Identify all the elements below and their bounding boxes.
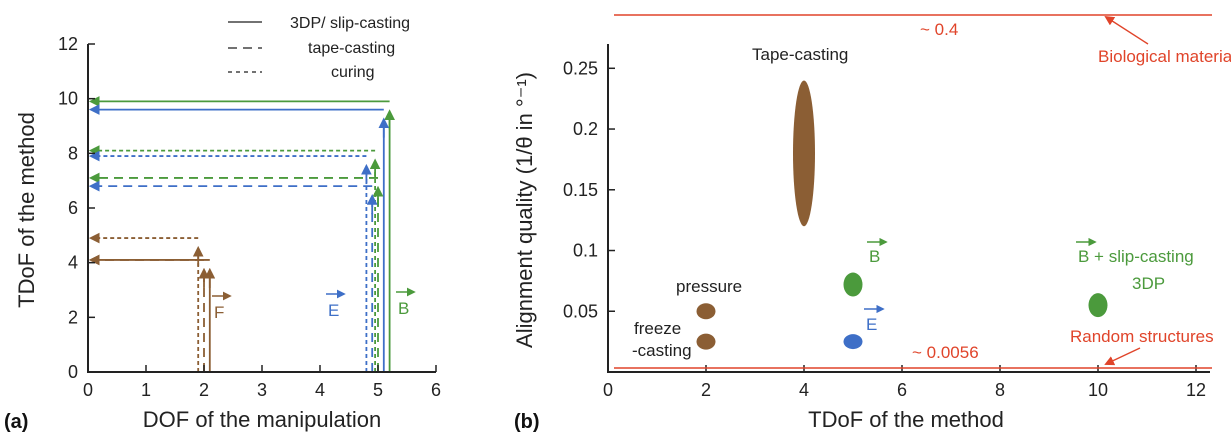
x-tick-label: 0 (603, 380, 613, 400)
x-tick-label: 0 (83, 380, 93, 400)
reference-line-biological: ~ 0.4 Biological materials (614, 14, 1231, 66)
point-label-b-slip-line-1: B + slip-casting (1078, 247, 1194, 266)
point-label-b-slip: B + slip-casting 3DP (1076, 237, 1194, 293)
y-tick-label: 6 (68, 198, 78, 218)
point-tape-casting (793, 80, 815, 227)
point-b-slip-casting (1088, 293, 1108, 318)
point-b (843, 272, 863, 297)
point-label-pressure: pressure (676, 277, 742, 296)
field-label-f-text: F (214, 303, 224, 322)
y-tick-label: 0.25 (563, 58, 598, 78)
panel-a-tag: (a) (4, 411, 28, 433)
point-freeze-casting (696, 333, 716, 350)
x-tick-label: 8 (995, 380, 1005, 400)
y-tick-label: 8 (68, 143, 78, 163)
y-tick-label: 0.2 (573, 119, 598, 139)
y-tick-label: 4 (68, 253, 78, 273)
point-label-tape-casting: Tape-casting (752, 45, 848, 64)
panel-a-legend: 3DP/ slip-casting tape-casting curing (228, 15, 410, 81)
x-tick-label: 4 (315, 380, 325, 400)
x-tick-label: 10 (1088, 380, 1108, 400)
x-tick-label: 1 (141, 380, 151, 400)
y-tick-label: 0 (68, 362, 78, 382)
reference-line-random: ~ 0.0056 Random structures (614, 327, 1214, 369)
y-tick-label: 12 (58, 34, 78, 54)
reference-line-random-name: Random structures (1070, 327, 1214, 346)
panel-b-tag: (b) (514, 411, 540, 433)
y-tick-label: 0.1 (573, 241, 598, 261)
point-label-b-slip-line-2: 3DP (1132, 274, 1165, 293)
point-label-freeze-line-1: freeze (634, 319, 681, 338)
y-tick-label: 0.15 (563, 180, 598, 200)
legend-label-dashed: tape-casting (308, 40, 395, 57)
field-label-b-text: B (398, 299, 409, 318)
panel-b-points (696, 80, 1108, 350)
x-tick-label: 5 (373, 380, 383, 400)
panel-b-x-axis-label: TDoF of the method (808, 407, 1004, 432)
legend-label-dotted: curing (331, 64, 375, 81)
panel-b-x-ticks: 0 2 4 6 8 10 12 (603, 365, 1206, 400)
x-tick-label: 2 (199, 380, 209, 400)
panel-a-x-ticks: 0 1 2 3 4 5 6 (83, 365, 441, 400)
panel-b-y-axis-label: Alignment quality (1/θ in °⁻¹) (512, 72, 537, 348)
panel-b-y-ticks: 0.05 0.1 0.15 0.2 0.25 (563, 58, 615, 321)
field-label-e-text: E (328, 301, 339, 320)
legend-label-solid: 3DP/ slip-casting (290, 15, 410, 32)
x-tick-label: 4 (799, 380, 809, 400)
panel-b-axes (607, 44, 1210, 373)
panel-a-y-ticks: 0 2 4 6 8 10 12 (58, 34, 95, 382)
field-label-e: E (326, 289, 346, 320)
x-tick-label: 12 (1186, 380, 1206, 400)
x-tick-label: 6 (431, 380, 441, 400)
reference-line-biological-arrow (1104, 15, 1149, 45)
point-label-freeze: freeze -casting (632, 319, 692, 360)
field-label-f: F (212, 291, 232, 322)
x-tick-label: 3 (257, 380, 267, 400)
point-label-e-text: E (866, 315, 877, 334)
field-label-b: B (396, 287, 416, 318)
y-tick-label: 0.05 (563, 301, 598, 321)
x-tick-label: 6 (897, 380, 907, 400)
point-pressure (696, 303, 716, 320)
reference-line-biological-name: Biological materials (1098, 47, 1231, 66)
point-label-b-text: B (869, 247, 880, 266)
reference-line-random-arrow (1104, 347, 1141, 366)
reference-line-biological-value: ~ 0.4 (920, 20, 958, 39)
panel-a-corner-lines (88, 96, 396, 372)
point-label-e: E (864, 304, 885, 334)
reference-line-random-value: ~ 0.0056 (912, 343, 979, 362)
panel-a-x-axis-label: DOF of the manipulation (143, 407, 381, 432)
panel-b: 0 2 4 6 8 10 12 0.05 0.1 0.15 0.2 0.25 TDoF of the… (512, 14, 1231, 433)
x-tick-label: 2 (701, 380, 711, 400)
point-label-b: B (867, 237, 888, 266)
point-e (843, 334, 863, 350)
y-tick-label: 10 (58, 89, 78, 109)
panel-a-y-axis-label: TDoF of the method (14, 112, 39, 308)
y-tick-label: 2 (68, 307, 78, 327)
point-label-freeze-line-2: -casting (632, 341, 692, 360)
